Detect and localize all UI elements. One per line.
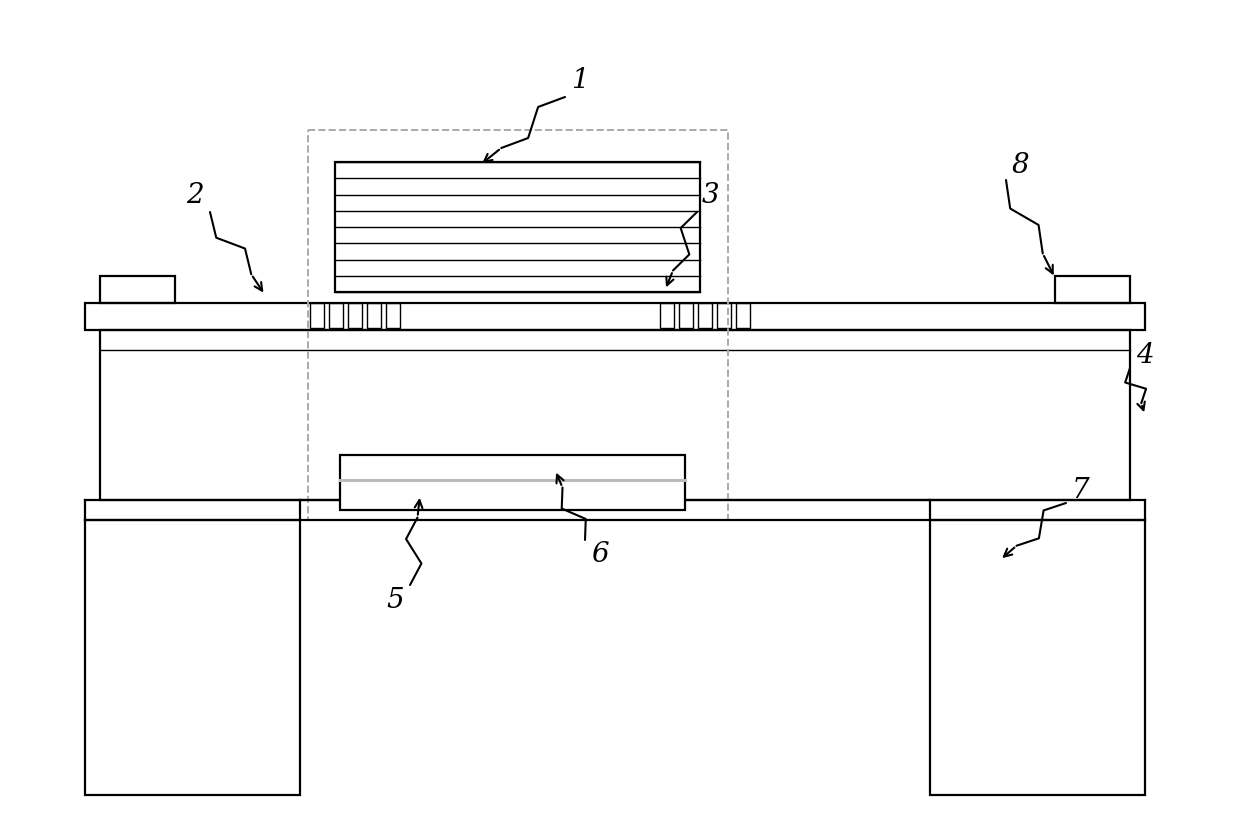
Text: 2: 2 (186, 182, 203, 208)
Bar (100, 276, 175, 303)
Bar (386, 303, 401, 328)
Text: 5: 5 (386, 586, 404, 614)
Bar (86, 520, 300, 795)
Bar (100, 330, 1130, 500)
Bar (680, 303, 693, 328)
Bar (717, 303, 732, 328)
Bar (308, 130, 728, 520)
Bar (367, 303, 381, 328)
Bar (329, 303, 343, 328)
Text: 7: 7 (1071, 476, 1089, 504)
Bar (310, 303, 324, 328)
Text: 3: 3 (701, 182, 719, 208)
Bar (348, 303, 362, 328)
Bar (86, 303, 1145, 330)
Bar (660, 303, 675, 328)
Text: 8: 8 (1011, 152, 1029, 178)
Bar (340, 455, 684, 510)
Text: 4: 4 (1136, 341, 1153, 369)
Text: 6: 6 (591, 541, 609, 569)
Bar (335, 162, 701, 292)
Bar (930, 520, 1145, 795)
Bar (698, 303, 712, 328)
Bar (1055, 276, 1130, 303)
Text: 1: 1 (572, 67, 589, 93)
Bar (737, 303, 750, 328)
